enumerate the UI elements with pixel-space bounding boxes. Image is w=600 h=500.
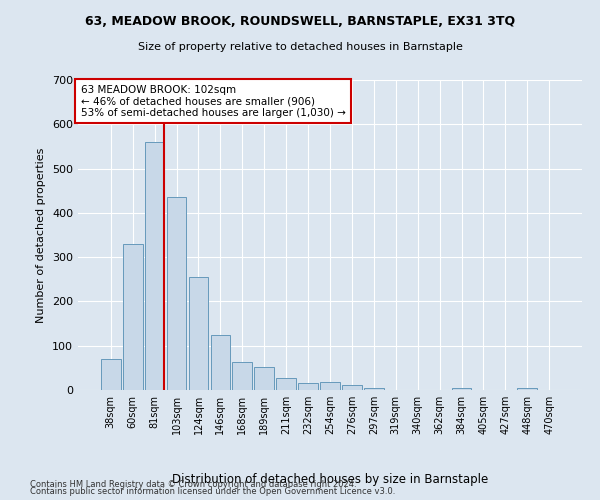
Text: Contains HM Land Registry data © Crown copyright and database right 2024.: Contains HM Land Registry data © Crown c… <box>30 480 356 489</box>
Bar <box>232 362 252 390</box>
Bar <box>517 388 537 390</box>
Text: 63, MEADOW BROOK, ROUNDSWELL, BARNSTAPLE, EX31 3TQ: 63, MEADOW BROOK, ROUNDSWELL, BARNSTAPLE… <box>85 15 515 28</box>
Bar <box>145 142 164 390</box>
Bar <box>276 378 296 390</box>
Bar <box>342 385 362 390</box>
Bar <box>298 384 318 390</box>
Y-axis label: Number of detached properties: Number of detached properties <box>37 148 46 322</box>
Text: Size of property relative to detached houses in Barnstaple: Size of property relative to detached ho… <box>137 42 463 52</box>
Text: Contains public sector information licensed under the Open Government Licence v3: Contains public sector information licen… <box>30 487 395 496</box>
Bar <box>101 359 121 390</box>
Bar <box>254 367 274 390</box>
Bar <box>188 277 208 390</box>
Bar <box>364 388 384 390</box>
Text: 63 MEADOW BROOK: 102sqm
← 46% of detached houses are smaller (906)
53% of semi-d: 63 MEADOW BROOK: 102sqm ← 46% of detache… <box>80 84 346 118</box>
Bar <box>211 334 230 390</box>
Text: Distribution of detached houses by size in Barnstaple: Distribution of detached houses by size … <box>172 474 488 486</box>
Bar <box>167 198 187 390</box>
Bar <box>123 244 143 390</box>
Bar <box>320 382 340 390</box>
Bar <box>452 388 472 390</box>
